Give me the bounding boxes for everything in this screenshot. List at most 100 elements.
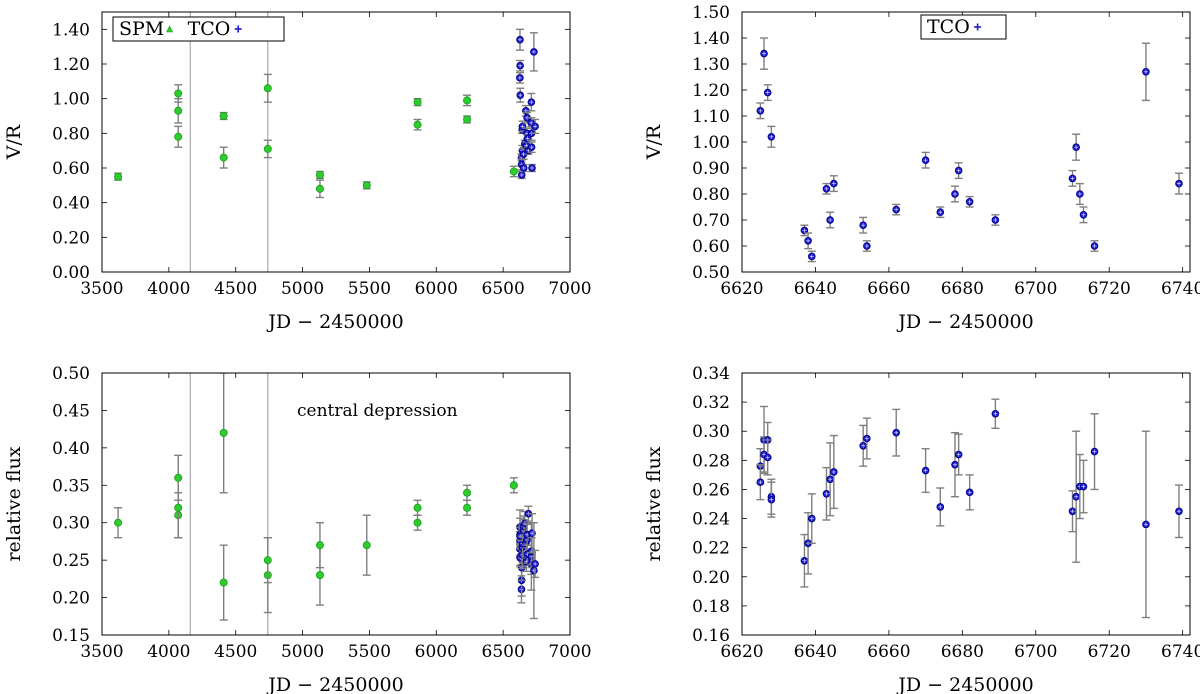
y-tick-label: 1.50 <box>692 3 730 23</box>
data-point-spm <box>463 115 472 124</box>
data-point-tco <box>530 566 538 575</box>
x-tick-label: 4500 <box>214 642 257 662</box>
data-point-spm <box>315 541 324 550</box>
data-point-tco <box>1079 482 1088 491</box>
data-point-tco <box>991 409 1000 418</box>
data-point-tco <box>826 216 834 224</box>
data-layer <box>114 373 540 621</box>
data-point-tco <box>516 74 524 82</box>
data-point-tco <box>516 61 524 70</box>
x-tick-label: 6660 <box>867 642 910 662</box>
legend-label: TCO <box>188 18 231 40</box>
x-tick-label: 4000 <box>147 642 190 662</box>
y-tick-label: 0.28 <box>692 451 730 471</box>
data-point-tco <box>531 560 539 568</box>
data-point-tco <box>822 185 831 193</box>
data-point-tco <box>859 441 867 450</box>
y-axis-title: relative flux <box>3 446 25 561</box>
y-tick-label: 1.40 <box>52 20 90 40</box>
y-tick-label: 0.30 <box>692 422 730 442</box>
data-point-spm <box>362 181 371 190</box>
y-tick-label: 0.26 <box>692 480 730 500</box>
series-spm <box>114 373 518 621</box>
data-point-spm <box>315 170 324 179</box>
y-tick-label: 0.80 <box>692 185 730 205</box>
y-tick-label: 0.40 <box>52 194 90 214</box>
chart-panel-vr-zoom: 6620 6640 6660 6680 6700 6720 6740 0.50 0.60 0.70… <box>643 3 1200 333</box>
data-point-spm <box>263 144 272 153</box>
y-tick-label: 1.20 <box>52 55 90 75</box>
y-tick-label: 1.40 <box>692 29 730 49</box>
data-point-tco <box>936 208 945 217</box>
data-point-tco <box>760 49 768 58</box>
plot-frame <box>101 372 571 636</box>
data-point-tco <box>767 133 776 141</box>
data-point-tco <box>516 35 524 44</box>
data-point-spm <box>174 473 183 482</box>
data-point-spm <box>219 112 228 121</box>
chart-panel-vr-full: 3500 4000 4500 5000 5500 6000 6500 7000 0.00 0.20… <box>3 11 592 333</box>
y-tick-label: 0.25 <box>52 551 90 571</box>
y-tick-label: 1.00 <box>692 133 730 153</box>
data-point-tco <box>1142 520 1150 529</box>
plot-frame <box>741 372 1191 636</box>
data-point-spm <box>315 571 324 580</box>
y-tick-label: 1.10 <box>692 107 730 127</box>
data-point-tco <box>807 514 816 523</box>
y-tick-label: 0.40 <box>52 439 90 459</box>
data-point-tco <box>527 143 536 152</box>
data-point-tco <box>859 221 867 230</box>
x-tick-label: 3500 <box>80 642 123 662</box>
y-tick-label: 0.00 <box>52 263 90 283</box>
data-point-tco <box>921 466 930 475</box>
x-tick-label: 6000 <box>415 642 458 662</box>
data-point-tco <box>951 190 959 198</box>
data-point-tco <box>863 434 871 443</box>
data-point-spm <box>463 96 472 105</box>
data-point-tco <box>523 530 531 539</box>
data-point-tco <box>763 453 772 462</box>
data-point-tco <box>519 164 528 172</box>
y-tick-label: 0.20 <box>692 568 730 588</box>
x-tick-label: 3500 <box>80 279 123 299</box>
y-tick-label: 0.16 <box>692 626 730 646</box>
data-point-tco <box>528 164 536 172</box>
y-tick-label: 1.30 <box>692 55 730 75</box>
data-point-spm <box>174 106 183 115</box>
x-tick-label: 7000 <box>548 642 591 662</box>
data-point-spm <box>413 120 422 129</box>
data-point-tco <box>531 122 539 131</box>
y-tick-label: 0.80 <box>52 124 90 144</box>
y-tick-label: 0.24 <box>692 510 730 530</box>
legend: SPM TCO <box>112 16 285 42</box>
y-tick-label: 0.60 <box>52 159 90 179</box>
y-tick-label: 1.20 <box>692 81 730 101</box>
chart-panel-flux-full: 3500 4000 4500 5000 5500 6000 6500 7000 0.15 0.20… <box>3 364 592 694</box>
data-point-tco <box>1072 143 1080 152</box>
data-point-spm <box>174 89 183 98</box>
data-point-spm <box>174 132 183 141</box>
data-point-tco <box>1090 242 1099 250</box>
y-tick-label: 0.90 <box>692 159 730 179</box>
x-tick-label: 6500 <box>482 642 525 662</box>
x-axis-title: JD − 2450000 <box>896 674 1033 694</box>
x-tick-label: 6660 <box>867 279 910 299</box>
data-point-spm <box>463 503 472 512</box>
data-point-tco <box>1175 507 1183 516</box>
data-point-spm <box>463 488 472 497</box>
x-tick-label: 6720 <box>1088 279 1131 299</box>
data-point-tco <box>767 495 776 504</box>
x-tick-label: 6680 <box>941 279 984 299</box>
data-point-tco <box>517 171 526 179</box>
data-point-tco <box>822 490 831 498</box>
legend-box <box>112 16 285 42</box>
legend-box <box>920 14 1007 40</box>
data-point-tco <box>516 91 525 99</box>
y-axis-title: V/R <box>643 124 665 160</box>
data-point-tco <box>863 242 871 250</box>
series-tco <box>515 505 540 620</box>
data-point-spm <box>174 503 183 512</box>
x-axis-title: JD − 2450000 <box>896 311 1033 333</box>
data-point-spm <box>219 428 228 437</box>
